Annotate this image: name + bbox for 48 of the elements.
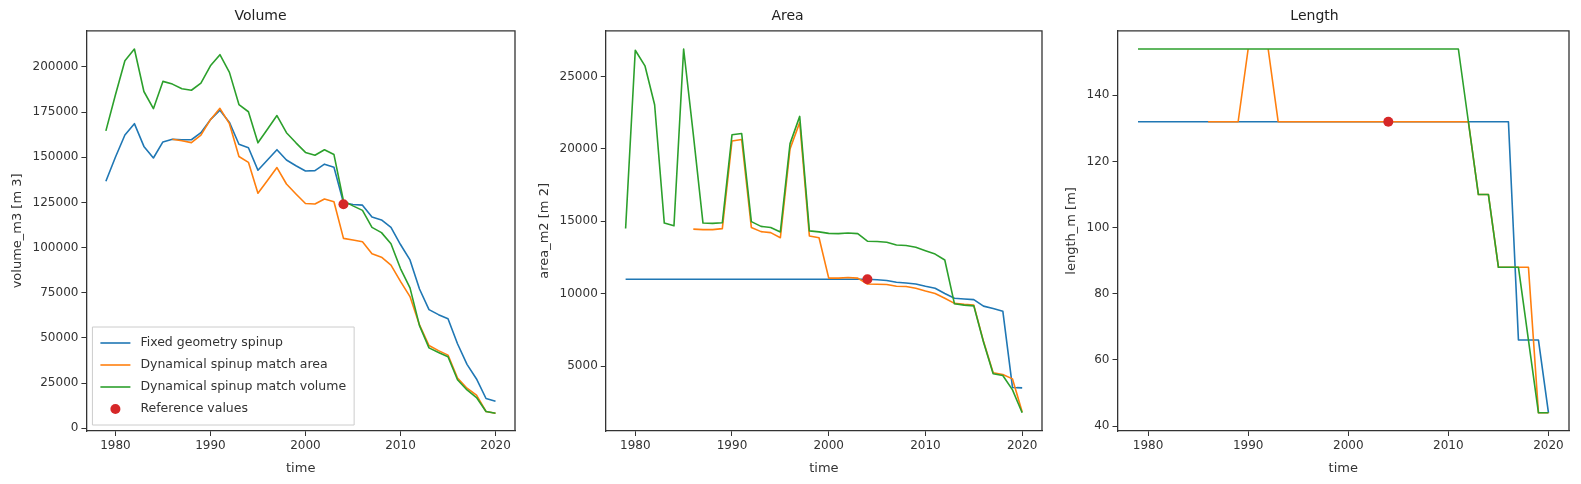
y-tick-label: 60 [1094, 352, 1110, 367]
y-tick-label: 0 [70, 420, 79, 435]
y-tick-label: 20000 [559, 140, 598, 155]
y-tick-label: 100000 [32, 239, 79, 254]
legend-label: Dynamical spinup match volume [140, 378, 347, 394]
x-tick-label: 2020 [1533, 438, 1564, 453]
x-tick-label: 2010 [910, 438, 941, 453]
x-tick-label: 2000 [290, 438, 321, 453]
chart-title: Length [1290, 7, 1339, 24]
x-tick-label: 2020 [1006, 438, 1038, 453]
x-axis-title: time [809, 459, 839, 475]
x-tick-label: 1990 [1232, 438, 1264, 453]
y-axis-title: volume_m3 [m 3] [9, 173, 25, 289]
x-tick-label: 1980 [100, 438, 131, 453]
y-tick-label: 175000 [32, 104, 79, 119]
chart-title: Volume [234, 7, 287, 24]
chart-title: Area [771, 7, 804, 24]
y-tick-label: 10000 [559, 285, 598, 300]
y-tick-label: 80 [1094, 285, 1110, 300]
y-axis-title: area_m2 [m 2] [536, 183, 552, 279]
legend-label: Dynamical spinup match area [140, 356, 328, 372]
x-tick-label: 2000 [1332, 438, 1364, 453]
x-tick-label: 2000 [813, 438, 844, 453]
x-tick-label: 1980 [1132, 438, 1164, 453]
x-axis-title: time [286, 459, 316, 475]
x-tick-label: 1990 [716, 438, 748, 453]
y-tick-label: 25000 [40, 375, 79, 390]
x-tick-label: 2020 [480, 438, 511, 453]
x-tick-label: 1990 [195, 438, 226, 453]
y-axis-title: length_m [m] [1063, 187, 1079, 275]
y-tick-label: 120 [1086, 153, 1110, 168]
y-tick-label: 40 [1094, 418, 1110, 433]
x-axis-title: time [1328, 459, 1358, 475]
legend-label: Fixed geometry spinup [140, 334, 284, 350]
y-tick-label: 100 [1086, 219, 1110, 234]
y-tick-label: 150000 [32, 149, 79, 164]
y-tick-label: 125000 [32, 194, 79, 209]
y-tick-label: 75000 [40, 284, 79, 299]
x-tick-label: 2010 [385, 438, 416, 453]
y-tick-label: 15000 [559, 213, 598, 228]
legend-label: Reference values [140, 400, 248, 416]
y-tick-label: 5000 [567, 358, 598, 373]
y-tick-label: 200000 [32, 59, 79, 74]
y-tick-label: 50000 [40, 330, 79, 345]
y-tick-label: 25000 [559, 68, 598, 83]
x-tick-label: 2010 [1433, 438, 1464, 453]
x-tick-label: 1980 [620, 438, 651, 453]
y-tick-label: 140 [1086, 87, 1110, 102]
